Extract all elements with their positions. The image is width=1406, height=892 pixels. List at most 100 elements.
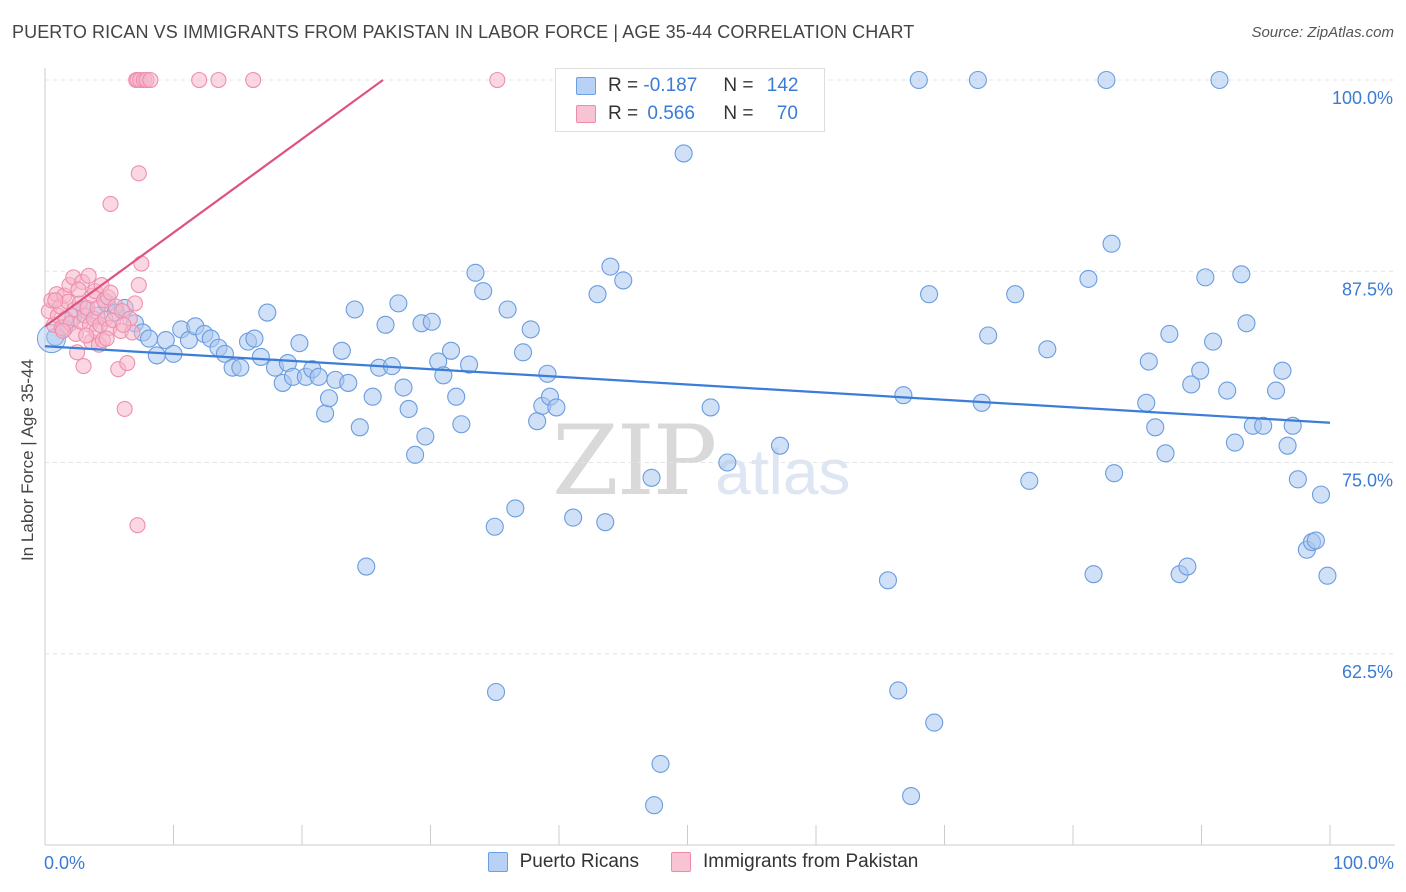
stats-r-value: -0.187 <box>643 75 698 96</box>
data-point-puerto-ricans <box>1139 352 1158 371</box>
data-point-puerto-ricans <box>452 415 471 434</box>
data-point-pakistan <box>98 330 115 347</box>
data-point-puerto-ricans <box>1278 436 1297 455</box>
data-point-puerto-ricans <box>231 358 250 377</box>
data-point-puerto-ricans <box>258 303 277 322</box>
legend-item-pakistan[interactable]: Immigrants from Pakistan <box>670 851 918 873</box>
data-point-puerto-ricans <box>140 329 159 348</box>
data-point-puerto-ricans <box>1237 314 1256 333</box>
legend-label-puerto-ricans: Puerto Ricans <box>519 851 639 872</box>
data-point-puerto-ricans <box>614 271 633 290</box>
data-point-puerto-ricans <box>701 398 720 417</box>
stats-n-label: N = <box>723 75 754 96</box>
data-point-pakistan <box>191 71 208 89</box>
data-point-puerto-ricans <box>147 346 166 365</box>
data-point-puerto-ricans <box>909 70 928 90</box>
tick-labels: 62.5% 75.0% 87.5% 100.0% 0.0% 100.0% <box>44 88 1394 873</box>
data-point-puerto-ricans <box>1006 285 1025 304</box>
data-point-pakistan <box>126 295 143 312</box>
data-point-puerto-ricans <box>1311 485 1331 504</box>
data-point-puerto-ricans <box>1146 418 1165 437</box>
series-immigrants-pakistan <box>40 71 506 534</box>
data-point-puerto-ricans <box>889 681 908 700</box>
data-point-puerto-ricans <box>363 387 382 406</box>
data-point-pakistan <box>119 354 136 372</box>
data-point-puerto-ricans <box>979 326 998 345</box>
data-point-puerto-ricans <box>588 285 607 304</box>
y-tick-label: 62.5% <box>1342 662 1393 682</box>
data-point-puerto-ricans <box>156 331 175 350</box>
data-point-puerto-ricans <box>1105 464 1124 483</box>
data-point-puerto-ricans <box>447 387 466 406</box>
data-point-puerto-ricans <box>422 312 441 331</box>
data-point-puerto-ricans <box>601 257 620 276</box>
data-point-puerto-ricans <box>596 513 615 532</box>
legend-item-puerto-ricans[interactable]: Puerto Ricans <box>487 851 639 873</box>
watermark-zip: ZIP <box>552 405 717 517</box>
data-point-puerto-ricans <box>528 412 547 431</box>
stats-r-label: R = <box>608 103 639 124</box>
data-point-puerto-ricans <box>925 713 944 732</box>
data-point-puerto-ricans <box>651 754 670 773</box>
data-point-pakistan <box>78 327 95 344</box>
x-tick-label: 100.0% <box>1333 853 1394 873</box>
data-point-puerto-ricans <box>1191 361 1210 380</box>
data-point-puerto-ricans <box>309 367 328 386</box>
data-point-puerto-ricans <box>878 571 898 590</box>
data-point-puerto-ricans <box>506 499 525 518</box>
data-point-pakistan <box>130 276 147 294</box>
data-point-puerto-ricans <box>1204 332 1223 351</box>
data-point-puerto-ricans <box>1266 381 1286 400</box>
data-point-pakistan <box>80 267 97 284</box>
data-point-puerto-ricans <box>251 347 270 366</box>
source-label: Source: ZipAtlas.com <box>1251 24 1394 41</box>
stats-row-puerto-ricans: R = -0.187 N = 142 <box>576 73 798 99</box>
data-point-puerto-ricans <box>1182 375 1201 394</box>
data-point-pakistan <box>210 71 227 89</box>
data-point-pakistan <box>70 281 87 298</box>
data-point-puerto-ricans <box>642 468 661 487</box>
stats-n-label: N = <box>723 103 754 124</box>
data-point-puerto-ricans <box>332 341 351 360</box>
data-point-puerto-ricans <box>1097 70 1116 90</box>
data-point-puerto-ricans <box>357 557 376 576</box>
data-point-puerto-ricans <box>1102 234 1121 253</box>
data-point-puerto-ricans <box>920 285 939 304</box>
data-point-puerto-ricans <box>1156 444 1175 463</box>
data-point-pakistan <box>75 358 92 375</box>
data-point-puerto-ricans <box>902 786 921 806</box>
data-point-puerto-ricans <box>399 399 418 419</box>
data-point-puerto-ricans <box>1232 265 1251 284</box>
data-point-puerto-ricans <box>339 373 358 392</box>
data-point-puerto-ricans <box>1210 70 1229 90</box>
stats-row-pakistan: R = 0.566 N = 70 <box>576 101 798 127</box>
data-point-puerto-ricans <box>1254 416 1273 435</box>
data-point-puerto-ricans <box>1306 531 1325 550</box>
data-point-puerto-ricans <box>376 315 395 334</box>
data-point-puerto-ricans <box>1288 470 1307 489</box>
data-point-puerto-ricans <box>442 341 461 360</box>
stats-r-label: R = <box>608 75 639 96</box>
data-point-puerto-ricans <box>459 355 479 374</box>
trend-line-puerto-ricans <box>44 345 1331 424</box>
data-point-pakistan <box>47 292 64 309</box>
data-point-puerto-ricans <box>968 70 987 90</box>
data-point-pakistan <box>54 322 72 339</box>
stats-r-value: 0.566 <box>647 103 695 124</box>
data-point-puerto-ricans <box>894 386 913 405</box>
stats-box: R = -0.187 N = 142 R = 0.566 N = 70 <box>555 68 825 132</box>
y-tick-label: 100.0% <box>1332 88 1393 108</box>
trend-lines <box>44 79 1331 424</box>
data-point-puerto-ricans <box>1196 268 1215 287</box>
data-point-pakistan <box>130 165 147 182</box>
data-point-puerto-ricans <box>394 378 413 397</box>
stats-n-value: 70 <box>776 103 798 124</box>
data-point-puerto-ricans <box>350 418 369 437</box>
data-point-puerto-ricans <box>1160 324 1179 344</box>
data-point-puerto-ricans <box>564 508 583 527</box>
data-point-pakistan <box>245 71 262 89</box>
data-point-puerto-ricans <box>466 263 485 282</box>
data-point-pakistan <box>102 195 119 212</box>
data-point-puerto-ricans <box>245 329 264 348</box>
data-point-puerto-ricans <box>521 320 540 339</box>
